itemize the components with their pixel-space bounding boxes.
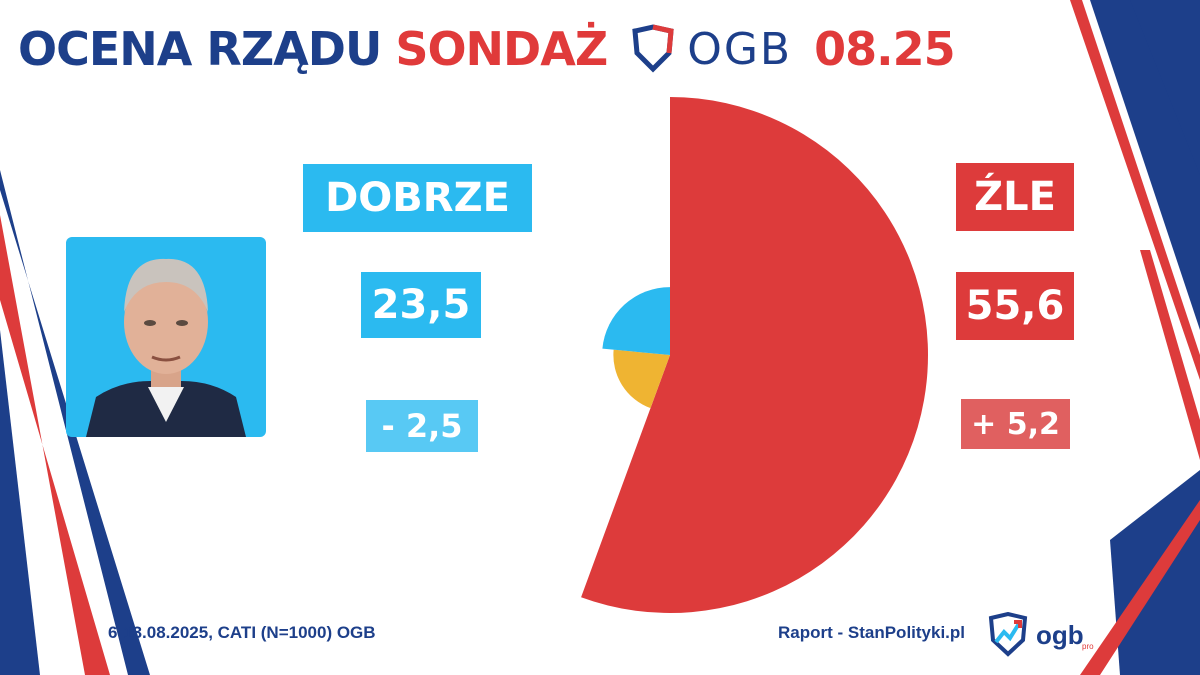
bad-label: ŹLE	[956, 163, 1074, 231]
title-part-1: OCENA RZĄDU	[18, 22, 382, 76]
pie-slice-1	[613, 349, 670, 409]
page-title: OCENA RZĄDU SONDAŻ OGB 08.25	[18, 14, 956, 84]
bad-value: 55,6	[956, 272, 1074, 340]
report-source: Raport - StanPolityki.pl	[778, 623, 966, 642]
title-part-2: SONDAŻ	[395, 22, 608, 76]
chart-shield-logo-icon	[988, 612, 1028, 657]
logo-text: OGB	[687, 23, 793, 75]
good-change: - 2,5	[366, 400, 478, 452]
shield-logo-icon	[632, 24, 674, 73]
portrait-photo	[66, 237, 266, 437]
person-silhouette-icon	[86, 258, 246, 437]
title-date: 08.25	[814, 22, 956, 76]
good-label: DOBRZE	[303, 164, 532, 232]
pie-slice-2	[602, 287, 670, 355]
survey-method: 6-13.08.2025, CATI (N=1000) OGB	[108, 623, 376, 642]
pie-slice-0	[581, 97, 928, 613]
ogb-pro-brand: ogb	[1036, 619, 1084, 650]
ogb-pro-sub: pro	[1082, 642, 1094, 651]
good-value: 23,5	[361, 272, 481, 338]
bad-change: + 5,2	[961, 399, 1070, 449]
ogb-pro-logo: ogb pro	[986, 612, 1094, 658]
ogb-logo: OGB	[629, 23, 792, 75]
